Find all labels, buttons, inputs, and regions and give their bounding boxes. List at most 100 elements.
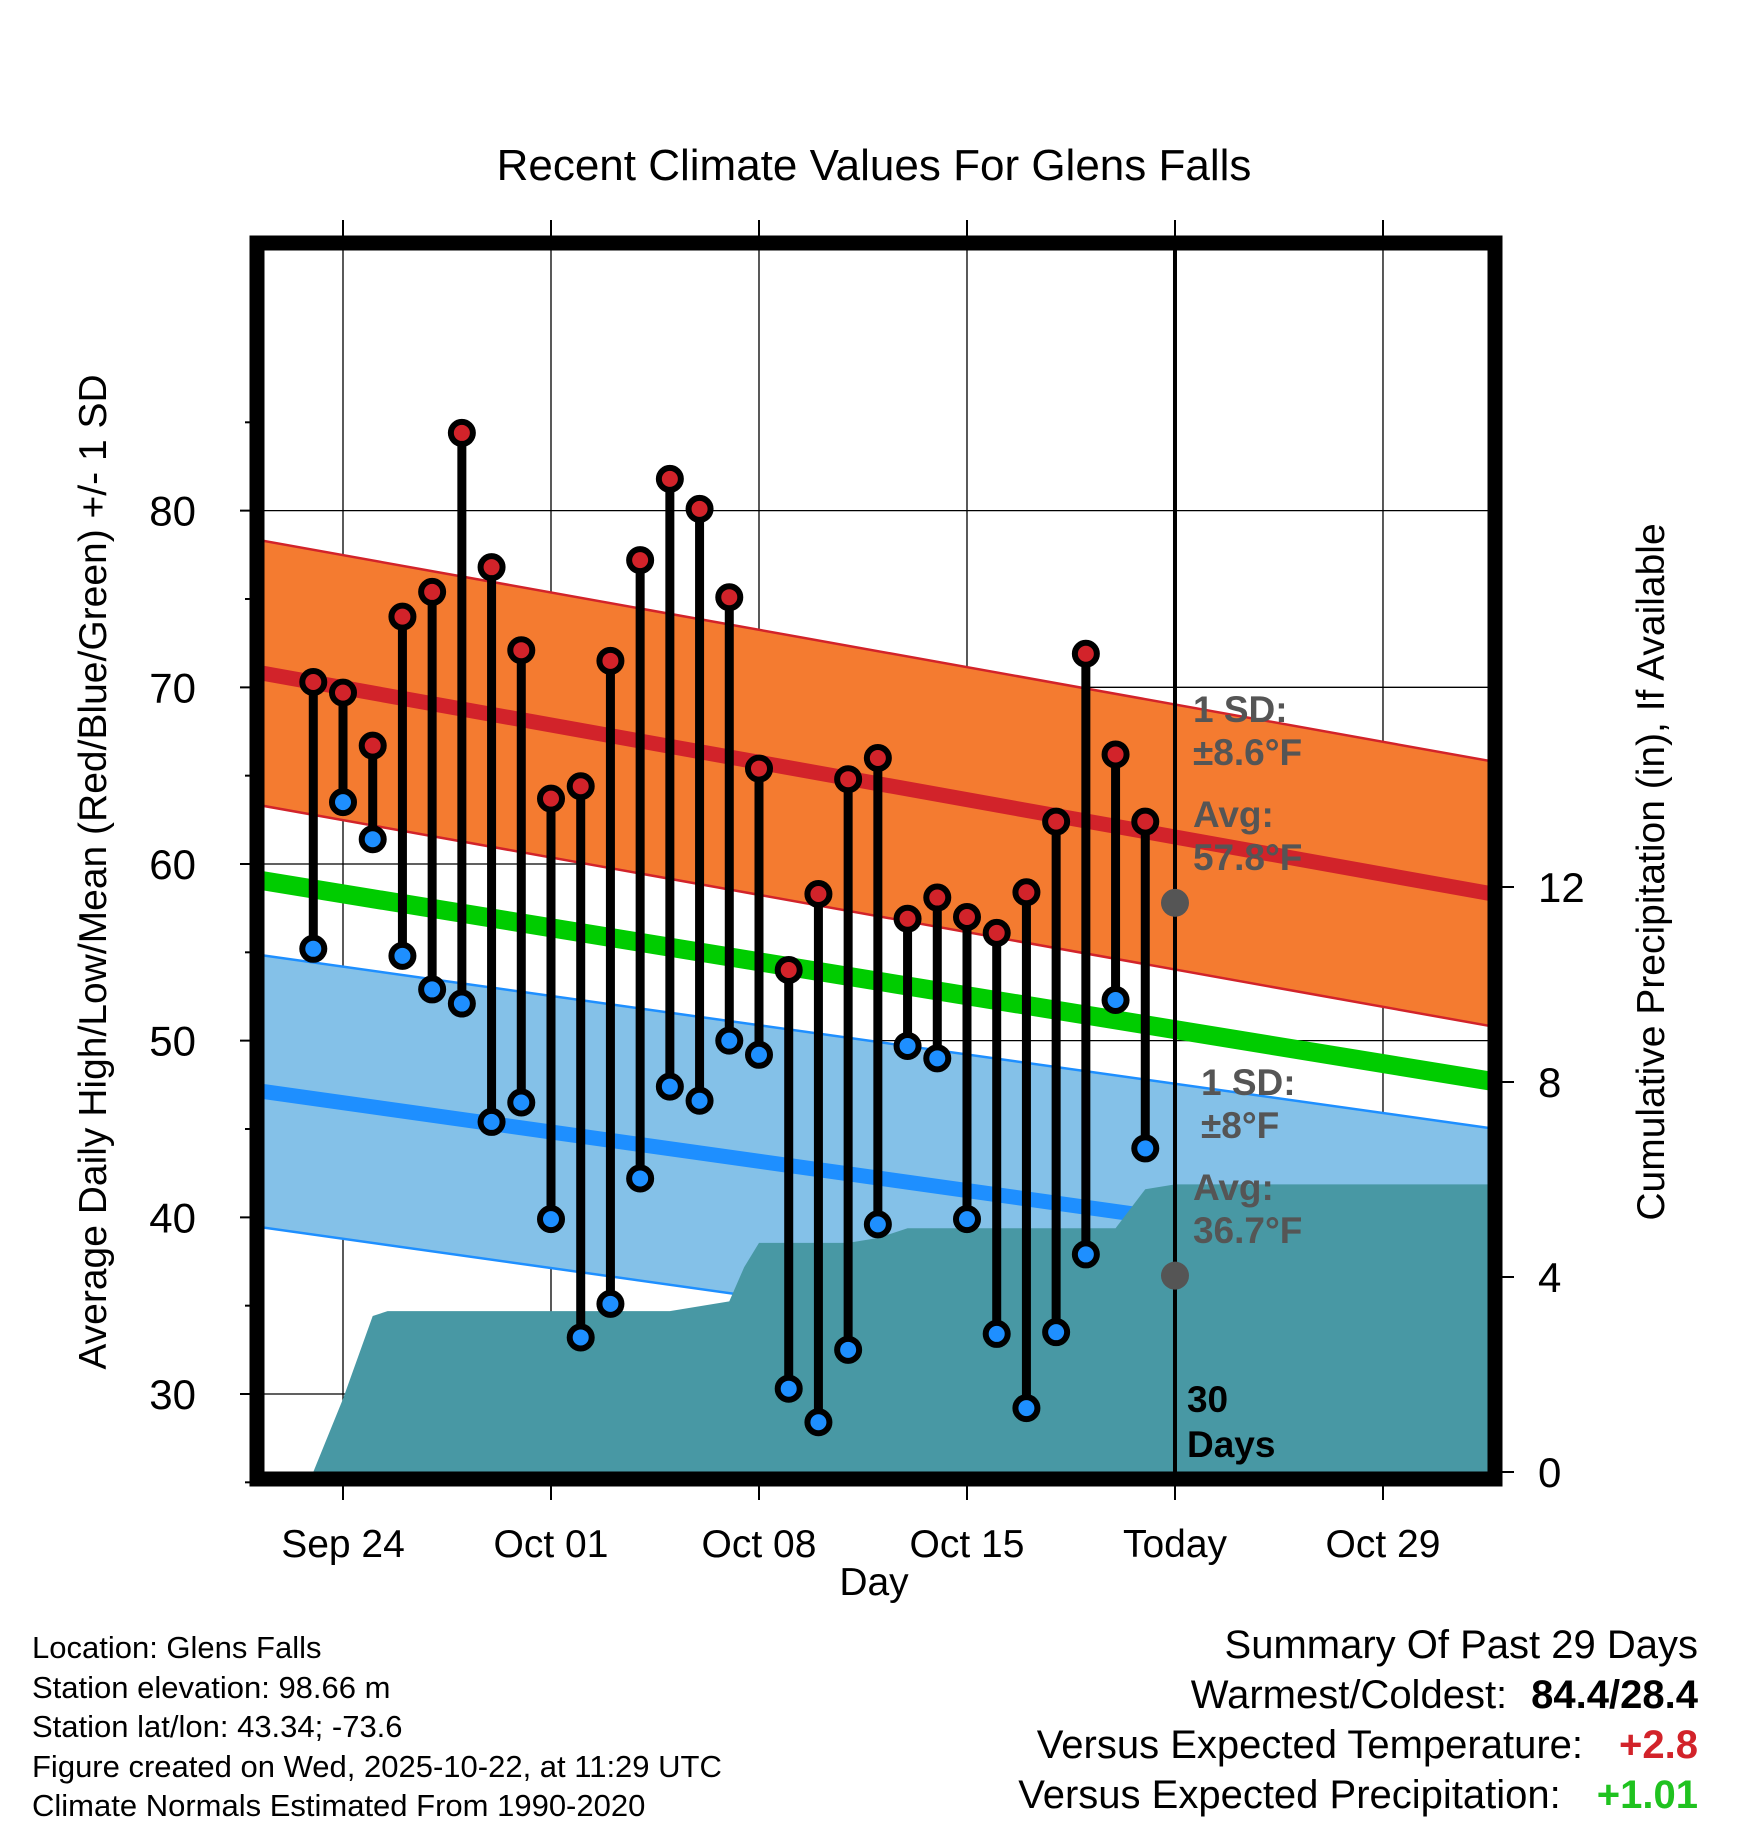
x-tick-label: Sep 24 (281, 1523, 405, 1566)
high-point (477, 553, 506, 582)
chart-title: Recent Climate Values For Glens Falls (497, 141, 1252, 190)
low-sd-label: 1 SD: (1201, 1062, 1296, 1103)
info-location: Location: Glens Falls (32, 1630, 322, 1665)
high-point (1042, 807, 1071, 836)
y-tick-label: 50 (149, 1018, 196, 1065)
high-point (1131, 807, 1160, 836)
high-point (774, 955, 803, 984)
today-low-avg-marker (1160, 1261, 1189, 1290)
low-point (477, 1107, 506, 1136)
summary-title: Summary Of Past 29 Days (1224, 1623, 1698, 1667)
daily-ranges (299, 418, 1160, 1437)
low-point (744, 1040, 773, 1069)
low-point (863, 1210, 892, 1239)
low-point (626, 1164, 655, 1193)
high-point (596, 646, 625, 675)
low-point (329, 788, 357, 817)
summary-warmest-label: Warmest/Coldest: (1190, 1673, 1508, 1717)
climate-chart: Recent Climate Values For Glens Falls 1 … (72, 141, 1673, 1604)
y2-axis-label: Cumulative Precipitation (in), If Availa… (1630, 523, 1673, 1220)
summary-temp-row: Versus Expected Temperature: +2.8 (1018, 1720, 1698, 1770)
low-point (774, 1374, 803, 1403)
high-point (626, 546, 655, 575)
high-point (418, 577, 447, 606)
high-point (507, 636, 536, 665)
axes: 30 40 50 60 70 80 0 4 8 12 Sep 24 Oct 01 Oct 08 Oct 1… (149, 220, 1585, 1566)
days-count-label: 30 (1187, 1379, 1228, 1420)
low-point (655, 1072, 684, 1101)
y2-tick-label: 0 (1538, 1449, 1561, 1496)
summary-precip-row: Versus Expected Precipitation: +1.01 (1018, 1770, 1698, 1820)
y-axis-label: Average Daily High/Low/Mean (Red/Blue/Gr… (72, 374, 115, 1369)
high-point (388, 602, 417, 631)
precip-cumulative-area (313, 1184, 1490, 1472)
low-point (566, 1323, 595, 1352)
low-point (536, 1205, 565, 1234)
x-tick-label: Oct 29 (1326, 1523, 1441, 1566)
y2-tick-label: 12 (1538, 864, 1585, 911)
low-point (358, 825, 387, 854)
low-point (834, 1335, 863, 1364)
high-point (447, 418, 476, 447)
low-point (952, 1205, 981, 1234)
y2-tick-label: 4 (1538, 1254, 1561, 1301)
high-avg-label: Avg: (1193, 794, 1274, 835)
high-point (1071, 639, 1100, 668)
x-tick-label: Oct 01 (494, 1523, 609, 1566)
high-point (952, 902, 981, 931)
high-point (1012, 878, 1041, 907)
low-point (715, 1026, 744, 1055)
info-latlon: Station lat/lon: 43.34; -73.6 (32, 1709, 403, 1744)
low-avg-label: Avg: (1193, 1167, 1274, 1208)
low-point (299, 934, 328, 963)
y-tick-label: 40 (149, 1194, 196, 1241)
y2-tick-label: 8 (1538, 1059, 1561, 1106)
high-sd-label: 1 SD: (1193, 689, 1288, 730)
high-point (299, 668, 328, 697)
high-avg-value: 57.8°F (1193, 837, 1302, 878)
low-point (388, 941, 417, 970)
summary-warmest-row: Warmest/Coldest: 84.4/28.4 (1018, 1670, 1698, 1720)
low-point (447, 989, 476, 1018)
high-point (834, 765, 863, 794)
summary-temp-label: Versus Expected Temperature: (1036, 1723, 1584, 1767)
low-point (1071, 1240, 1100, 1269)
days-unit-label: Days (1187, 1424, 1275, 1465)
high-point (863, 743, 892, 772)
plot-frame (249, 235, 1503, 1487)
station-info: Location: Glens Falls Station elevation:… (32, 1628, 722, 1826)
high-point (715, 583, 744, 612)
high-point (329, 678, 357, 707)
high-point (566, 772, 595, 801)
high-point (804, 880, 833, 909)
y-tick-label: 60 (149, 841, 196, 888)
low-sd-value: ±8°F (1201, 1105, 1279, 1146)
high-point (536, 784, 565, 813)
high-point (744, 754, 773, 783)
x-tick-label: Oct 15 (910, 1523, 1025, 1566)
low-point (596, 1289, 625, 1318)
info-created: Figure created on Wed, 2025-10-22, at 11… (32, 1748, 722, 1784)
precip-area (313, 1184, 1490, 1472)
low-point (893, 1031, 922, 1060)
x-tick-label: Today (1123, 1523, 1228, 1566)
high-point (1101, 740, 1130, 769)
summary-panel: Summary Of Past 29 Days Warmest/Coldest:… (1018, 1620, 1698, 1820)
low-point (507, 1088, 536, 1117)
y-tick-label: 30 (149, 1371, 196, 1418)
high-point (358, 731, 387, 760)
low-point (804, 1408, 833, 1437)
high-sd-value: ±8.6°F (1193, 732, 1302, 773)
low-point (923, 1044, 952, 1073)
low-point (1012, 1394, 1041, 1423)
low-point (1101, 986, 1130, 1015)
today-high-avg-marker (1160, 888, 1189, 917)
high-point (893, 904, 922, 933)
high-point (982, 918, 1011, 947)
low-avg-value: 36.7°F (1193, 1210, 1302, 1251)
info-normals: Climate Normals Estimated From 1990-2020 (32, 1788, 646, 1823)
low-point (685, 1086, 714, 1115)
summary-temp-value: +2.8 (1619, 1723, 1698, 1767)
low-point (1042, 1318, 1071, 1347)
